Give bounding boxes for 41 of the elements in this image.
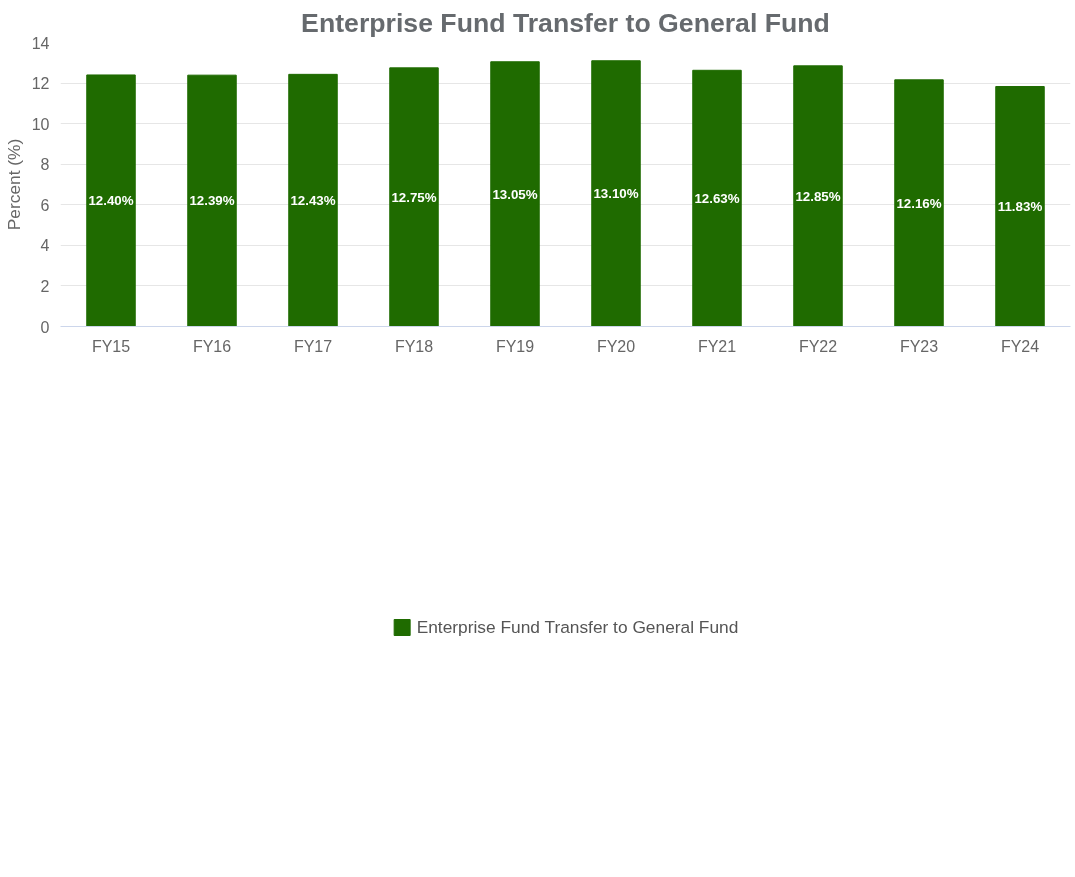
x-tick-label: FY24 — [1000, 337, 1040, 355]
chart-title: Enterprise Fund Transfer to General Fund — [301, 7, 830, 38]
data-label: 12.63% — [694, 190, 740, 206]
y-axis-title: Percent (%) — [3, 138, 24, 231]
x-tick-label: FY18 — [394, 337, 434, 355]
bar — [692, 69, 742, 327]
x-tick-label: FY15 — [91, 337, 131, 355]
y-tick-label: 0 — [40, 318, 50, 336]
data-label: 12.75% — [391, 189, 437, 205]
bar — [187, 74, 237, 327]
bar — [490, 61, 540, 327]
bar — [288, 73, 338, 327]
data-label: 12.85% — [795, 188, 841, 204]
bar — [894, 79, 944, 327]
y-tick-label: 6 — [40, 196, 50, 214]
data-label: 13.10% — [593, 186, 639, 202]
data-label: 13.05% — [492, 186, 538, 202]
y-tick-label: 14 — [31, 34, 50, 52]
data-label: 12.16% — [896, 195, 942, 211]
bar — [389, 67, 439, 327]
bar — [86, 74, 136, 327]
y-tick-label: 12 — [31, 75, 50, 93]
x-tick-label: FY20 — [596, 337, 636, 355]
legend-label: Enterprise Fund Transfer to General Fund — [416, 616, 739, 638]
x-tick-label: FY16 — [192, 337, 232, 355]
bar — [591, 60, 641, 327]
y-tick-label: 10 — [31, 115, 50, 133]
data-label: 12.43% — [290, 192, 336, 208]
bar — [995, 86, 1045, 327]
y-tick-label: 8 — [40, 156, 50, 174]
data-label: 12.39% — [189, 193, 235, 209]
x-tick-label: FY19 — [495, 337, 535, 355]
x-tick-label: FY17 — [293, 337, 333, 355]
x-tick-label: FY21 — [697, 337, 737, 355]
data-label: 12.40% — [88, 193, 134, 209]
y-tick-label: 4 — [40, 237, 50, 255]
data-label: 11.83% — [997, 199, 1043, 215]
x-tick-label: FY23 — [899, 337, 939, 355]
y-tick-label: 2 — [40, 277, 50, 295]
bar — [793, 65, 843, 327]
x-tick-label: FY22 — [798, 337, 838, 355]
